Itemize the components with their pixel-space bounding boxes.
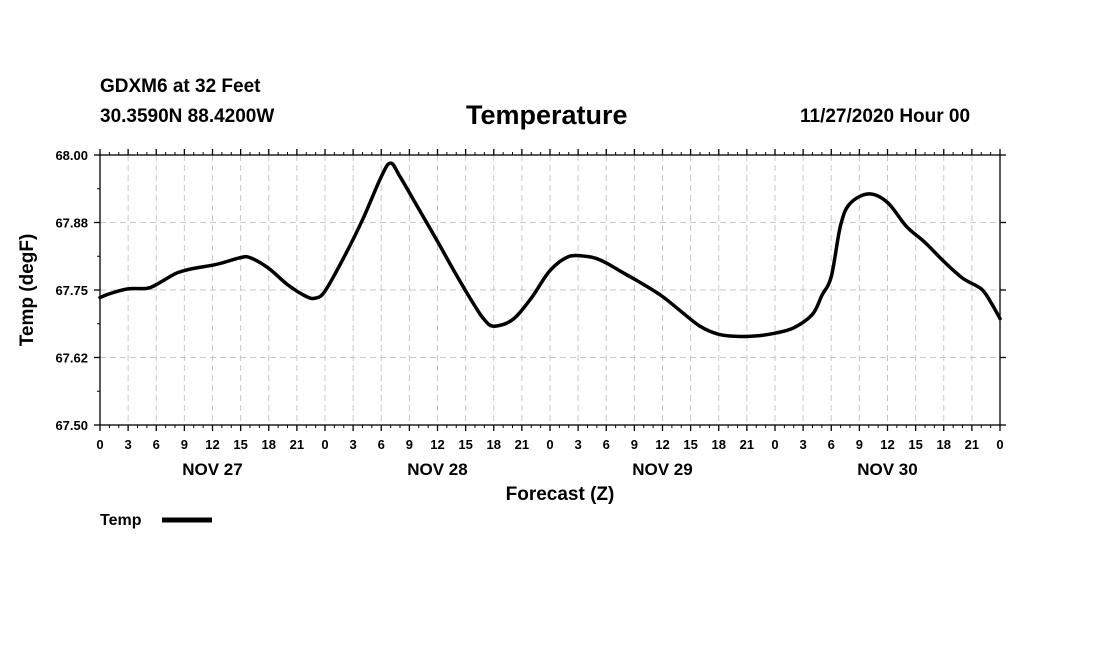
x-tick-label: 3 <box>350 437 357 452</box>
legend: Temp <box>100 512 212 529</box>
x-tick-label: 0 <box>771 437 778 452</box>
x-tick-label: 6 <box>153 437 160 452</box>
y-tick-label: 67.50 <box>55 418 88 433</box>
x-tick-label: 3 <box>575 437 582 452</box>
x-tick-label: 6 <box>603 437 610 452</box>
x-tick-label: 3 <box>125 437 132 452</box>
day-label: NOV 30 <box>857 460 917 479</box>
x-tick-label: 15 <box>908 437 922 452</box>
forecast-timestamp: 11/27/2020 Hour 00 <box>800 106 971 127</box>
x-tick-label: 18 <box>487 437 501 452</box>
y-tick-label: 67.62 <box>55 351 88 366</box>
x-tick-label: 15 <box>458 437 472 452</box>
x-tick-label: 0 <box>321 437 328 452</box>
x-tick-label: 12 <box>880 437 894 452</box>
x-tick-label: 0 <box>996 437 1003 452</box>
grid-lines <box>100 155 1000 425</box>
y-axis: 67.50 67.62 67.75 67.88 68.00 <box>55 148 1006 433</box>
x-tick-label: 21 <box>515 437 529 452</box>
x-tick-label: 6 <box>828 437 835 452</box>
y-axis-label: Temp (degF) <box>17 234 38 347</box>
x-tick-label: 21 <box>290 437 304 452</box>
x-tick-label: 18 <box>262 437 276 452</box>
y-tick-label: 67.88 <box>55 216 88 231</box>
x-tick-label: 12 <box>655 437 669 452</box>
y-tick-label: 67.75 <box>55 283 88 298</box>
x-axis-label: Forecast (Z) <box>506 484 615 505</box>
x-tick-label: 0 <box>546 437 553 452</box>
x-tick-label: 15 <box>233 437 247 452</box>
chart-title: Temperature <box>466 100 628 130</box>
x-tick-label: 18 <box>937 437 951 452</box>
x-tick-label: 9 <box>406 437 413 452</box>
station-label: GDXM6 at 32 Feet <box>100 76 261 97</box>
x-tick-label: 0 <box>96 437 103 452</box>
x-tick-label: 12 <box>430 437 444 452</box>
x-tick-label: 3 <box>800 437 807 452</box>
x-tick-label: 15 <box>683 437 697 452</box>
x-tick-label: 21 <box>740 437 754 452</box>
plot-frame <box>99 154 1001 426</box>
x-tick-label: 12 <box>205 437 219 452</box>
x-tick-label: 9 <box>856 437 863 452</box>
x-tick-label: 9 <box>181 437 188 452</box>
legend-label: Temp <box>100 512 142 529</box>
day-label: NOV 28 <box>407 460 467 479</box>
x-tick-label: 6 <box>378 437 385 452</box>
day-label: NOV 29 <box>632 460 692 479</box>
temp-series-line <box>98 161 1002 339</box>
y-tick-label: 68.00 <box>55 148 88 163</box>
x-tick-label: 18 <box>712 437 726 452</box>
x-tick-label: 21 <box>965 437 979 452</box>
day-label: NOV 27 <box>182 460 242 479</box>
coordinates-label: 30.3590N 88.4200W <box>100 106 275 127</box>
x-tick-label: 9 <box>631 437 638 452</box>
